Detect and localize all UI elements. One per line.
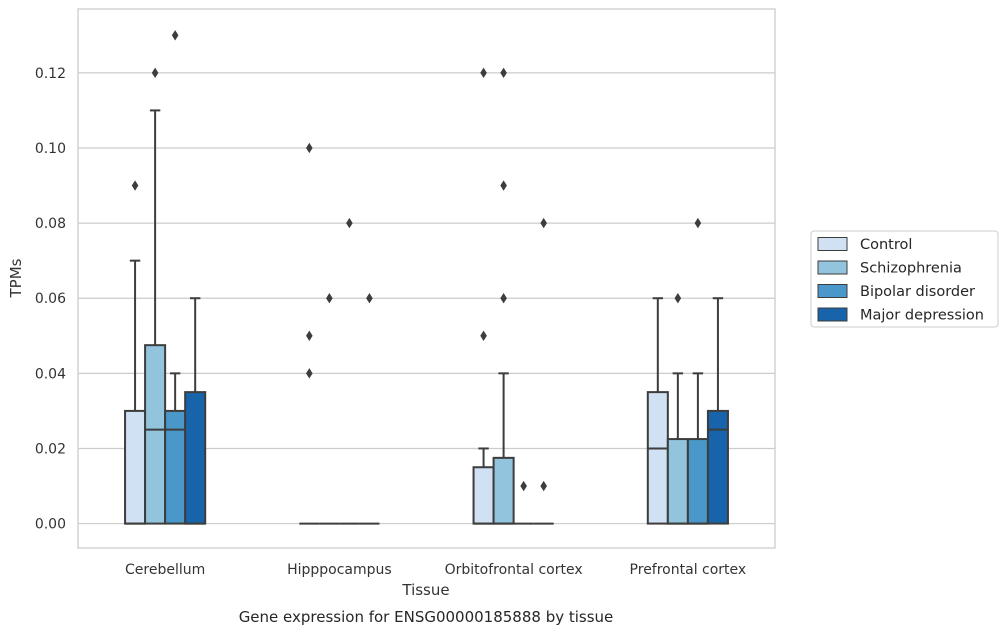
legend-label: Major depression	[860, 308, 984, 324]
outlier-point	[694, 217, 702, 229]
x-tick-label: Orbitofrontal cortex	[445, 562, 583, 578]
outlier-point	[520, 480, 527, 492]
outlier-point	[306, 142, 313, 154]
box-body	[184, 391, 207, 525]
y-tick-label: 0.02	[35, 441, 66, 457]
box-3-3	[706, 297, 729, 525]
box-body	[492, 456, 515, 525]
outlier-point	[366, 293, 373, 304]
box-3-0	[184, 297, 207, 525]
box-1-1	[319, 293, 340, 525]
y-tick-label: 0.12	[35, 66, 66, 82]
outlier-point	[500, 180, 507, 191]
legend-swatch	[817, 307, 848, 322]
box-body	[666, 438, 689, 525]
outlier-point	[306, 368, 313, 379]
y-tick-label: 0.04	[35, 366, 66, 382]
y-tick-label: 0.08	[35, 216, 66, 232]
box-body	[124, 409, 147, 525]
outlier-point	[346, 217, 353, 229]
outlier-point	[326, 293, 333, 304]
box-body	[686, 438, 709, 525]
box-0-0	[124, 180, 147, 525]
outlier-point	[131, 180, 139, 191]
box-body	[164, 409, 187, 525]
legend-swatch	[817, 260, 848, 275]
y-tick-label: 0.10	[35, 141, 66, 157]
outlier-point	[674, 293, 682, 304]
box-1-0	[144, 67, 167, 525]
box-0-3	[646, 297, 669, 525]
x-axis-ticks: Cerebellum Hipppocampus Orbitofrontal cort…	[125, 562, 746, 578]
figure-caption: Gene expression for ENSG00000185888 by t…	[239, 608, 614, 626]
outlier-point	[151, 67, 159, 79]
legend-swatch	[817, 284, 848, 298]
outlier-point	[500, 293, 507, 304]
outlier-point	[540, 480, 547, 492]
legend-label: Schizophrenia	[860, 261, 962, 277]
box-2-2	[513, 480, 534, 525]
plot-frame	[77, 8, 776, 549]
box-1-3	[666, 293, 689, 525]
box-3-2	[533, 217, 554, 525]
box-1-2	[492, 67, 515, 525]
outlier-point	[480, 67, 487, 79]
x-tick-label: Prefrontal cortex	[630, 562, 747, 578]
box-body	[646, 391, 669, 525]
box-body	[706, 409, 729, 525]
outlier-point	[306, 330, 313, 341]
legend: Control Schizophrenia Bipolar disorder Majo…	[810, 230, 999, 328]
legend-label: Control	[860, 237, 912, 253]
box-2-0	[164, 30, 187, 525]
y-axis-ticks: 0.00 0.02 0.04 0.06 0.08 0.10 0.12	[35, 66, 66, 533]
legend-label: Bipolar disorder	[860, 284, 975, 300]
box-plot-marks	[124, 30, 729, 525]
y-tick-label: 0.06	[35, 291, 66, 307]
box-2-3	[686, 217, 709, 525]
x-tick-label: Cerebellum	[125, 562, 205, 578]
box-0-2	[472, 67, 495, 525]
y-axis-label: TPMs	[7, 258, 25, 298]
outlier-point	[480, 330, 487, 341]
x-tick-label: Hipppocampus	[287, 562, 392, 578]
box-3-1	[359, 293, 380, 525]
box-0-1	[299, 142, 320, 525]
x-axis-label: Tissue	[401, 581, 449, 599]
box-2-1	[339, 217, 360, 525]
outlier-point	[540, 217, 547, 229]
outlier-point	[500, 67, 507, 79]
box-body	[144, 344, 167, 525]
legend-frame	[810, 230, 999, 328]
box-body	[472, 466, 495, 525]
legend-swatch	[817, 237, 848, 251]
y-tick-label: 0.00	[35, 517, 66, 533]
outlier-point	[171, 30, 179, 41]
